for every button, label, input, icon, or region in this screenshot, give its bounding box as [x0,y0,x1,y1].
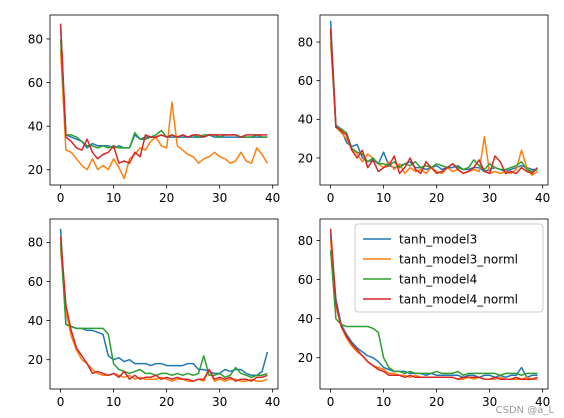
legend-label: tanh_model3_norml [399,252,518,266]
y-tick-label: 20 [28,163,43,177]
x-tick-label: 30 [482,191,497,205]
axes-frame [49,218,279,390]
x-tick-label: 40 [535,191,550,205]
series-line-tanh-model3 [329,234,538,379]
axes-frame [319,14,549,186]
axes-frame [319,218,549,390]
series-line-tanh-model3-norml [59,49,269,180]
x-tick-label: 0 [57,395,65,409]
series-line-tanh-model4-norml [329,28,538,175]
y-tick-label: 80 [298,35,313,49]
y-tick-label: 60 [298,273,313,287]
y-tick-label: 60 [28,76,43,90]
legend-label: tanh_model4_norml [399,292,518,306]
y-tick-label: 60 [28,275,43,289]
y-tick-label: 40 [298,113,313,127]
x-tick-label: 30 [482,395,497,409]
x-tick-label: 40 [265,395,280,409]
x-tick-label: 20 [429,395,444,409]
subplot-top-left: 0 10 20 30 40 20 40 60 80 [28,14,280,205]
x-tick-label: 40 [265,191,280,205]
y-tick-label: 20 [28,353,43,367]
y-tick-label: 40 [28,119,43,133]
x-tick-label: 20 [159,395,174,409]
x-tick-label: 10 [376,395,391,409]
series-line-tanh-model4 [59,242,268,379]
series-line-tanh-model4-norml [59,23,268,164]
legend-label: tanh_model4 [399,272,477,286]
series-line-tanh-model4 [329,250,538,377]
y-tick-label: 80 [28,32,43,46]
x-tick-label: 40 [535,395,550,409]
axes-frame [49,14,279,186]
series-line-tanh-model4-norml [329,228,538,380]
y-tick-label: 40 [28,314,43,328]
x-tick-label: 0 [327,395,335,409]
x-tick-label: 30 [212,395,227,409]
x-tick-label: 0 [57,191,65,205]
y-tick-label: 80 [298,234,313,248]
x-tick-label: 10 [106,191,121,205]
legend-box [354,223,544,313]
y-tick-label: 40 [298,312,313,326]
legend-label: tanh_model3 [399,232,477,246]
subplot-top-right: 0 10 20 30 40 20 40 60 80 [298,14,550,205]
x-tick-label: 30 [212,191,227,205]
watermark: CSDN @a_L [495,405,554,416]
y-tick-label: 60 [298,74,313,88]
x-tick-label: 20 [159,191,174,205]
y-tick-label: 20 [298,351,313,365]
x-tick-label: 0 [327,191,335,205]
subplot-bottom-right: 0 10 20 30 40 20 40 60 80 tanh_model3 tanh_model3_… [298,218,550,409]
y-tick-label: 20 [298,151,313,165]
x-tick-label: 20 [429,191,444,205]
subplot-bottom-left: 0 10 20 30 40 20 40 60 80 [28,218,280,409]
y-tick-label: 80 [28,236,43,250]
series-line-tanh-model4-norml [59,236,268,382]
x-tick-label: 10 [376,191,391,205]
x-tick-label: 10 [106,395,121,409]
